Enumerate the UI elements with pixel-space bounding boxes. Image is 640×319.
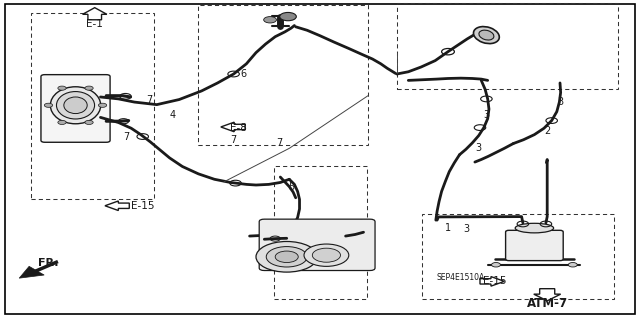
Text: E-15: E-15: [483, 276, 507, 286]
Circle shape: [280, 12, 296, 21]
Text: FR.: FR.: [38, 258, 59, 268]
Text: E-1: E-1: [86, 19, 103, 29]
Polygon shape: [19, 266, 44, 278]
Polygon shape: [83, 8, 107, 20]
Text: E-15: E-15: [131, 201, 155, 211]
Polygon shape: [480, 277, 504, 286]
Ellipse shape: [474, 26, 499, 44]
Circle shape: [256, 241, 317, 272]
Text: 3: 3: [483, 110, 490, 120]
Text: 4: 4: [170, 110, 176, 121]
Bar: [274, 166, 367, 299]
Circle shape: [568, 263, 577, 267]
Text: SEP4E1510A: SEP4E1510A: [436, 273, 485, 282]
Circle shape: [44, 103, 52, 107]
FancyBboxPatch shape: [41, 75, 110, 142]
FancyBboxPatch shape: [259, 219, 375, 271]
Circle shape: [58, 120, 66, 124]
Ellipse shape: [56, 92, 95, 119]
Text: 3: 3: [476, 143, 482, 153]
Circle shape: [85, 120, 93, 124]
Bar: [397, 3, 618, 89]
Circle shape: [99, 103, 107, 107]
Ellipse shape: [479, 30, 494, 40]
Bar: [422, 214, 614, 299]
Ellipse shape: [64, 97, 87, 114]
Text: 5: 5: [288, 182, 294, 192]
Circle shape: [85, 86, 93, 90]
Ellipse shape: [515, 223, 554, 233]
FancyBboxPatch shape: [506, 230, 563, 261]
Text: 1: 1: [445, 223, 451, 233]
Bar: [31, 13, 154, 199]
Circle shape: [266, 247, 307, 267]
Text: 3: 3: [557, 97, 564, 107]
Polygon shape: [534, 289, 561, 301]
Text: 3: 3: [463, 224, 469, 234]
Bar: [198, 5, 368, 145]
Text: ATM-7: ATM-7: [527, 297, 568, 310]
Circle shape: [58, 86, 66, 90]
Polygon shape: [221, 122, 245, 132]
Polygon shape: [105, 201, 129, 211]
Text: E-8: E-8: [230, 122, 246, 133]
Text: 7: 7: [276, 138, 282, 148]
Text: 2: 2: [544, 126, 550, 136]
Text: 6: 6: [240, 69, 246, 79]
Text: 7: 7: [123, 132, 129, 142]
Text: 7: 7: [147, 94, 153, 105]
Circle shape: [312, 248, 340, 262]
Text: 7: 7: [230, 135, 237, 145]
Circle shape: [492, 263, 500, 267]
Circle shape: [275, 251, 298, 263]
Circle shape: [304, 244, 349, 266]
Circle shape: [264, 17, 276, 23]
Ellipse shape: [51, 87, 100, 124]
